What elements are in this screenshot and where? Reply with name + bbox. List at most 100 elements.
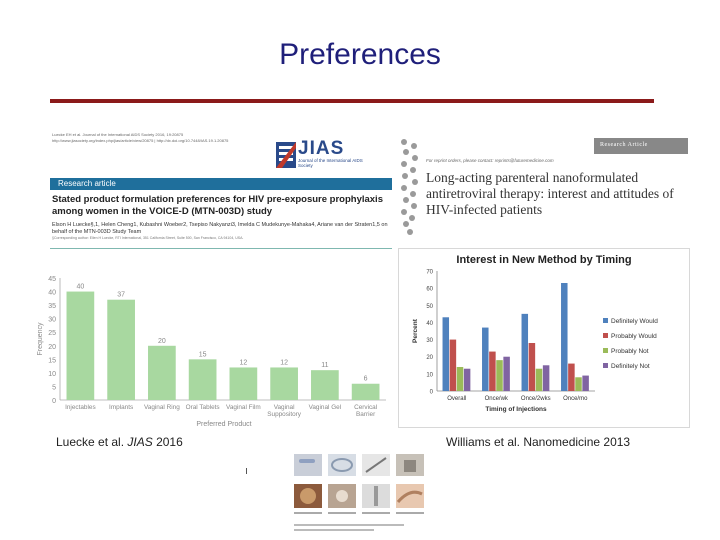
bar	[482, 327, 489, 391]
data-label: 37	[117, 292, 125, 299]
y-tick-label: 45	[48, 276, 56, 283]
y-tick-label: 40	[48, 290, 56, 297]
bar	[582, 375, 589, 391]
jias-logo-icon	[276, 142, 296, 168]
left-caption-authors: Luecke et al.	[56, 435, 128, 449]
data-label: 6	[364, 376, 368, 383]
bar	[311, 370, 339, 400]
data-label: 12	[280, 359, 288, 366]
right-paper-title: Long-acting parenteral nanoformulated an…	[426, 170, 674, 217]
x-tick-label: Vaginal Ring	[144, 404, 180, 411]
x-tick-label: Cervical	[354, 404, 377, 411]
right-caption: Williams et al. Nanomedicine 2013	[446, 435, 631, 449]
product-preference-bar-chart: 0 5 10 15 20 25 30 35 40 45 40 Injectables 37 Implant…	[37, 276, 386, 428]
y-tick-label: 30	[426, 338, 433, 344]
product-photos-image	[290, 450, 432, 536]
x-tick-label: Vaginal Gel	[309, 404, 342, 411]
bar	[489, 351, 496, 391]
x-tick-label: Implants	[109, 404, 133, 411]
left-caption-journal: JIAS	[127, 435, 153, 449]
y-tick-label: 50	[426, 304, 433, 310]
left-paper-divider	[50, 248, 392, 249]
y-tick-label: 40	[426, 321, 433, 327]
left-caption-year: 2016	[152, 435, 183, 449]
x-tick-label: Oral Tablets	[186, 404, 220, 411]
left-paper-title: Stated product formulation preferences f…	[52, 194, 383, 217]
x-tick-label: Overall	[447, 396, 466, 402]
bar	[561, 283, 568, 391]
y-tick-label: 5	[52, 384, 56, 391]
legend-swatch	[603, 348, 608, 353]
x-axis-title: Preferred Product	[196, 421, 251, 428]
stray-mark	[246, 468, 247, 474]
bar	[351, 383, 380, 400]
x-tick-label: Suppository	[267, 411, 302, 418]
legend-swatch	[603, 333, 608, 338]
right-paper-section-label: Research Article	[594, 138, 688, 154]
bar	[449, 339, 457, 391]
bar	[270, 367, 298, 400]
legend-label: Probably Would	[611, 333, 657, 340]
y-tick-label: 30	[48, 317, 56, 324]
x-tick-label: Vaginal Film	[226, 404, 261, 411]
x-tick-label: Barrier	[356, 411, 376, 418]
x-tick-label: Injectables	[65, 404, 96, 411]
bar	[503, 356, 510, 391]
data-label: 40	[76, 284, 84, 291]
left-paper-citation: Luecke EH et al. Journal of the Internat…	[52, 132, 272, 144]
interest-grouped-bar-chart: Interest in New Method by Timing 0 10 20 30 4…	[412, 254, 658, 413]
left-paper-affiliations: §Corresponding author: Ellen H Luecke, R…	[52, 236, 244, 240]
y-tick-label: 10	[426, 372, 433, 378]
bar	[107, 299, 135, 400]
y-tick-label: 35	[48, 303, 56, 310]
bar	[521, 313, 529, 391]
jias-logo-subtitle: Journal of the International AIDS Societ…	[298, 158, 363, 168]
citation-line: Luecke EH et al. Journal of the Internat…	[52, 132, 184, 137]
x-tick-label: Once/wk	[485, 396, 509, 402]
y-tick-label: 0	[52, 398, 56, 405]
legend-swatch	[603, 363, 608, 368]
right-paper-header: Research Article For reprint orders, ple…	[398, 136, 688, 432]
legend-label: Definitely Not	[611, 363, 650, 370]
bar	[575, 377, 582, 391]
y-tick-label: 0	[430, 390, 434, 396]
slide-title: Preferences	[279, 38, 441, 71]
bar	[568, 363, 575, 391]
bar	[442, 317, 450, 391]
bar	[229, 367, 258, 400]
bar	[496, 360, 503, 391]
left-paper-authors: Elson H Luecke§,1, Helen Cheng1, Kubashn…	[52, 222, 388, 235]
y-tick-label: 10	[48, 371, 56, 378]
y-axis-title: Frequency	[37, 322, 44, 356]
data-label: 12	[239, 359, 247, 366]
bar	[463, 368, 471, 391]
citation-url: http://www.jiasociety.org/index.php/jias…	[52, 138, 229, 143]
chart-title: Interest in New Method by Timing	[456, 254, 631, 266]
bar	[542, 365, 550, 391]
y-tick-label: 70	[426, 270, 433, 276]
y-tick-label: 20	[48, 344, 56, 351]
y-tick-label: 20	[426, 355, 433, 361]
y-tick-label: 15	[48, 357, 56, 364]
data-label: 11	[321, 362, 328, 369]
legend-swatch	[603, 318, 608, 323]
interest-chart-panel: Interest in New Method by Timing 0 10 20 30 4…	[398, 248, 690, 428]
right-paper-reprint: For reprint orders, please contact: repr…	[426, 158, 554, 163]
bar	[188, 359, 217, 400]
bar	[535, 368, 543, 391]
data-label: 15	[199, 351, 207, 358]
bar	[66, 291, 95, 400]
left-caption: Luecke et al. JIAS 2016	[56, 435, 183, 449]
section-label: Research article	[58, 179, 116, 188]
y-tick-label: 60	[426, 287, 433, 293]
x-tick-label: Vaginal	[274, 404, 295, 411]
title-divider	[50, 99, 654, 103]
x-tick-label: Once/2wks	[521, 396, 551, 402]
y-tick-label: 25	[48, 330, 56, 337]
x-axis-title: Timing of Injections	[485, 406, 547, 413]
data-label: 20	[158, 338, 166, 345]
legend-label: Probably Not	[611, 348, 649, 355]
section-label-bar: Research article	[50, 178, 392, 190]
bar	[456, 367, 464, 391]
bar	[528, 343, 536, 391]
